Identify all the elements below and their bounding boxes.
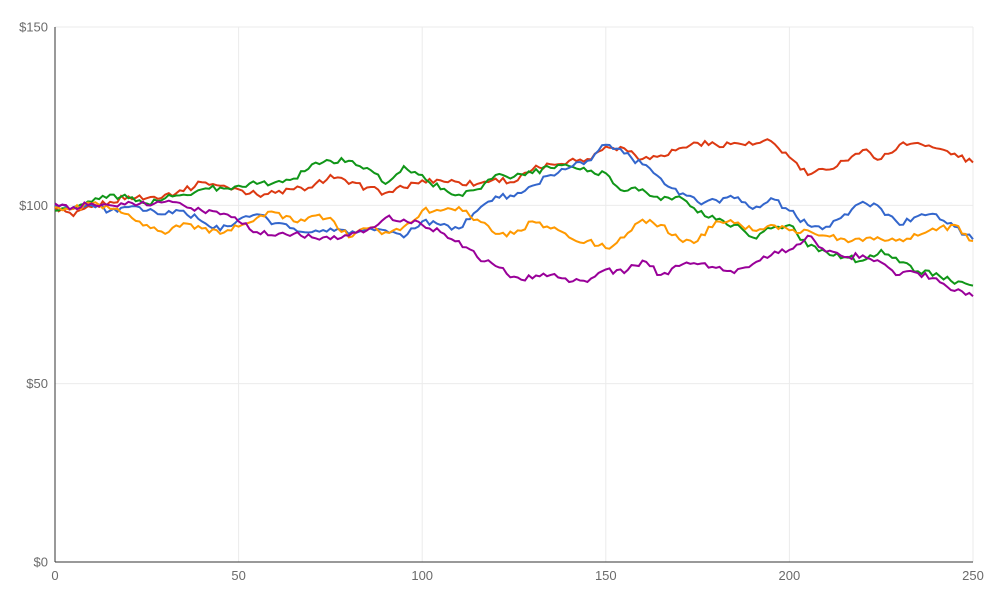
series-line-green	[54, 156, 974, 287]
series-layer	[54, 138, 974, 298]
series-line-purple	[54, 199, 974, 298]
series-line-red	[54, 138, 974, 218]
series-line-orange	[54, 201, 974, 250]
y-tick-label: $0	[34, 555, 48, 570]
y-tick-label: $50	[26, 376, 48, 391]
y-tick-label: $150	[19, 20, 48, 35]
y-tick-label: $100	[19, 198, 48, 213]
axis-layer	[54, 27, 973, 563]
x-tick-label: 100	[411, 568, 433, 583]
grid-layer	[55, 26, 974, 562]
x-tick-label: 50	[231, 568, 245, 583]
x-tick-label: 200	[779, 568, 801, 583]
x-tick-label: 250	[962, 568, 984, 583]
x-tick-label: 0	[51, 568, 58, 583]
series-line-blue	[54, 143, 974, 240]
x-tick-label: 150	[595, 568, 617, 583]
tick-label-layer: $0 $50 $100 $150 0 50 100 150 200 250	[19, 20, 984, 584]
